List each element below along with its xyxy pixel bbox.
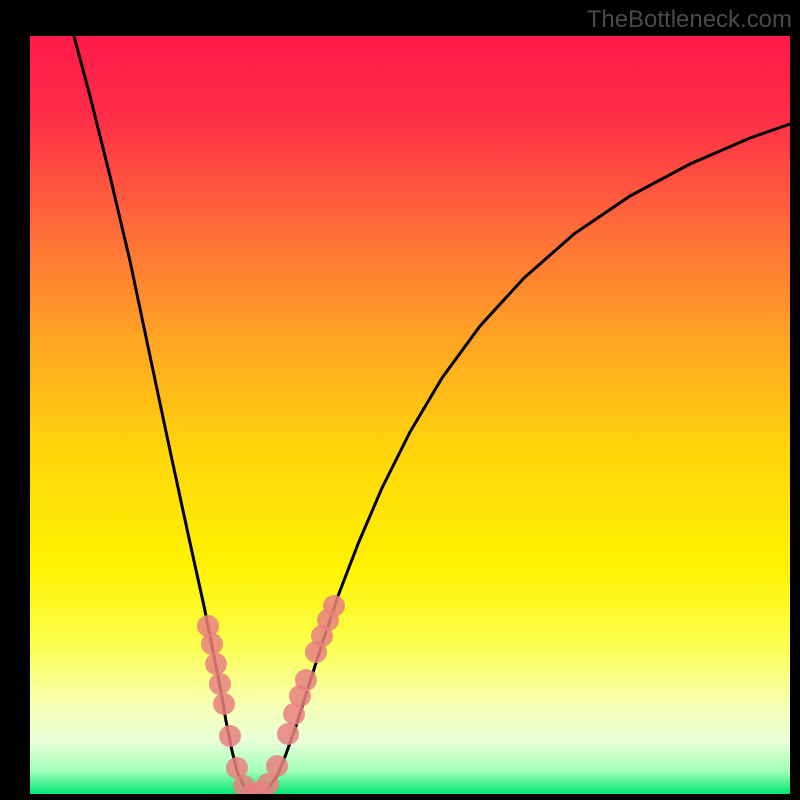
data-marker (323, 595, 345, 617)
data-marker (201, 633, 223, 655)
data-markers (197, 595, 345, 794)
data-marker (266, 755, 288, 777)
watermark-text: TheBottleneck.com (587, 6, 792, 34)
data-marker (295, 669, 317, 691)
data-marker (205, 653, 227, 675)
data-marker (219, 725, 241, 747)
data-marker (213, 693, 235, 715)
data-marker (209, 673, 231, 695)
data-marker (277, 723, 299, 745)
plot-area (30, 36, 790, 794)
chart-container: TheBottleneck.com (0, 0, 800, 800)
curve-layer (30, 36, 790, 794)
bottleneck-curve (74, 36, 790, 794)
